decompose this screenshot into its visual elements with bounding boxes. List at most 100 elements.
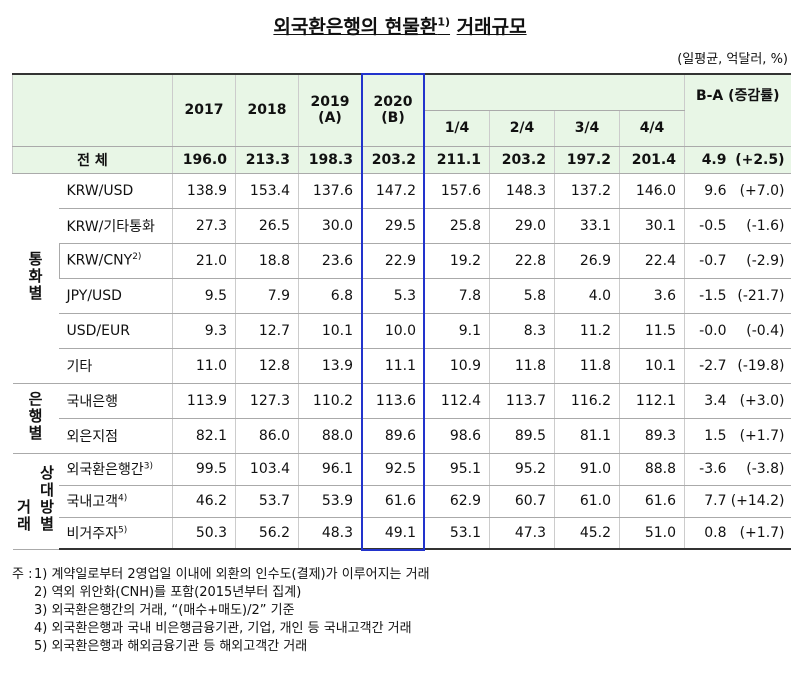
unit: (일평균, 억달러, %) bbox=[677, 52, 788, 67]
diff: 4.9 bbox=[684, 146, 729, 174]
value: 4.0 bbox=[554, 278, 620, 314]
rate: (+7.0) bbox=[728, 173, 791, 209]
value: 61.0 bbox=[554, 485, 620, 518]
header-row: 1/4 2/4 3/4 4/4 bbox=[13, 110, 791, 147]
value: 46.2 bbox=[172, 485, 236, 518]
value: 45.2 bbox=[554, 517, 620, 550]
note-items: 1) 계약일로부터 2영업일 이내에 외환의 인수도(결제)가 이루어지는 거래… bbox=[34, 566, 430, 656]
diff: -0.5 bbox=[684, 208, 729, 244]
value: 21.0 bbox=[172, 243, 236, 279]
value: 82.1 bbox=[172, 418, 236, 454]
value: 12.8 bbox=[235, 348, 299, 384]
value: 137.6 bbox=[298, 173, 362, 209]
value: 30.0 bbox=[298, 208, 362, 244]
note-item: 5) 외국환은행과 해외금융기관 등 해외고객간 거래 bbox=[34, 639, 308, 654]
label: 기타 bbox=[66, 358, 93, 375]
value: 51.0 bbox=[619, 517, 685, 550]
year-header: 2020 (B) bbox=[361, 73, 425, 147]
year-tag: (A) bbox=[318, 110, 342, 127]
value: 10.9 bbox=[424, 348, 490, 384]
data-row: KRW/CNY2) 21.0 18.8 23.6 22.9 19.2 22.8 26.9 22.… bbox=[13, 243, 791, 279]
value: 11.8 bbox=[554, 348, 620, 384]
value: 11.0 bbox=[172, 348, 236, 384]
value: 26.5 bbox=[235, 208, 299, 244]
rate: (+1.7) bbox=[728, 418, 791, 454]
note-item: 1) 계약일로부터 2영업일 이내에 외환의 인수도(결제)가 이루어지는 거래 bbox=[34, 567, 430, 582]
diff: -3.6 bbox=[684, 453, 729, 486]
year: 2018 bbox=[247, 102, 287, 119]
diff: 9.6 bbox=[684, 173, 729, 209]
value: 62.9 bbox=[424, 485, 490, 518]
data-row: 은행별 국내은행 113.9 127.3 110.2 113.6 112.4 113.7 116… bbox=[12, 383, 791, 454]
rate: (-21.7) bbox=[728, 278, 791, 314]
rate: (-1.6) bbox=[728, 208, 791, 244]
label: 비거주자 bbox=[66, 525, 119, 542]
value: 89.5 bbox=[489, 418, 555, 454]
value: 12.7 bbox=[235, 313, 299, 349]
value: 25.8 bbox=[424, 208, 490, 244]
value: 95.1 bbox=[424, 453, 490, 486]
value: 5.8 bbox=[489, 278, 555, 314]
value: 148.3 bbox=[489, 173, 555, 209]
value: 95.2 bbox=[489, 453, 555, 486]
value: 27.3 bbox=[172, 208, 236, 244]
value: 33.1 bbox=[554, 208, 620, 244]
diff: -0.0 bbox=[684, 313, 729, 349]
value: 213.3 bbox=[235, 146, 299, 174]
value: 23.6 bbox=[298, 243, 362, 279]
value: 127.3 bbox=[235, 383, 299, 419]
total-row: 전 체 196.0 213.3 198.3 203.2 211.1 203.2 197.2 20… bbox=[12, 146, 791, 174]
value: 22.9 bbox=[361, 243, 425, 279]
value: 91.0 bbox=[554, 453, 620, 486]
value: 9.3 bbox=[172, 313, 236, 349]
value: 30.1 bbox=[619, 208, 685, 244]
highlight-box bbox=[361, 73, 425, 551]
diff: -0.7 bbox=[684, 243, 729, 279]
value: 11.5 bbox=[619, 313, 685, 349]
row-label: KRW/기타통화 bbox=[58, 208, 173, 244]
value: 99.5 bbox=[172, 453, 236, 486]
year: 2017 bbox=[184, 102, 224, 119]
value: 5.3 bbox=[361, 278, 425, 314]
value: 88.8 bbox=[619, 453, 685, 486]
value: 112.1 bbox=[619, 383, 685, 419]
value: 53.1 bbox=[424, 517, 490, 550]
note-item: 4) 외국환은행과 국내 비은행금융기관, 기업, 개인 등 국내고객간 거래 bbox=[34, 621, 412, 636]
value: 7.9 bbox=[235, 278, 299, 314]
rate: (+3.0) bbox=[728, 383, 791, 419]
data-row: USD/EUR 9.3 12.7 10.1 10.0 9.1 8.3 11.2 11.5 -0.0… bbox=[13, 313, 791, 349]
diff: 0.8 bbox=[684, 517, 729, 550]
value: 47.3 bbox=[489, 517, 555, 550]
value: 10.1 bbox=[298, 313, 362, 349]
label: 외은지점 bbox=[66, 428, 119, 445]
group-label: 거래 상대방별 bbox=[12, 453, 59, 550]
data-row: 기타 11.0 12.8 13.9 11.1 10.9 11.8 11.8 10.1 -2.7 (-… bbox=[13, 348, 791, 384]
value: 81.1 bbox=[554, 418, 620, 454]
note-ref: 4) bbox=[118, 493, 128, 504]
quarter-header: 3/4 bbox=[554, 110, 620, 147]
group-text: 거래 bbox=[14, 499, 33, 533]
value: 10.1 bbox=[619, 348, 685, 384]
value: 48.3 bbox=[298, 517, 362, 550]
quarter-header: 1/4 bbox=[424, 110, 490, 147]
value: 11.8 bbox=[489, 348, 555, 384]
value: 22.4 bbox=[619, 243, 685, 279]
rate: (+1.7) bbox=[728, 517, 791, 550]
row-label: 기타 bbox=[58, 348, 173, 384]
notes: 주 :1) 계약일로부터 2영업일 이내에 외환의 인수도(결제)가 이루어지는… bbox=[12, 566, 430, 656]
value: 53.9 bbox=[298, 485, 362, 518]
value: 203.2 bbox=[361, 146, 425, 174]
value: 113.9 bbox=[172, 383, 236, 419]
label: 국내고객 bbox=[66, 494, 119, 510]
rate: (-0.4) bbox=[728, 313, 791, 349]
value: 8.3 bbox=[489, 313, 555, 349]
value: 6.8 bbox=[298, 278, 362, 314]
group-label: 통화별 bbox=[12, 173, 59, 384]
row-label: JPY/USD bbox=[58, 278, 173, 314]
value: 29.0 bbox=[489, 208, 555, 244]
data-row: 국내고객4) 46.2 53.7 53.9 61.6 62.9 60.7 61.0 61.6 7.… bbox=[13, 485, 791, 518]
value: 49.1 bbox=[361, 517, 425, 550]
row-label: 국내은행 bbox=[58, 383, 173, 419]
year-tag: (B) bbox=[381, 110, 405, 127]
